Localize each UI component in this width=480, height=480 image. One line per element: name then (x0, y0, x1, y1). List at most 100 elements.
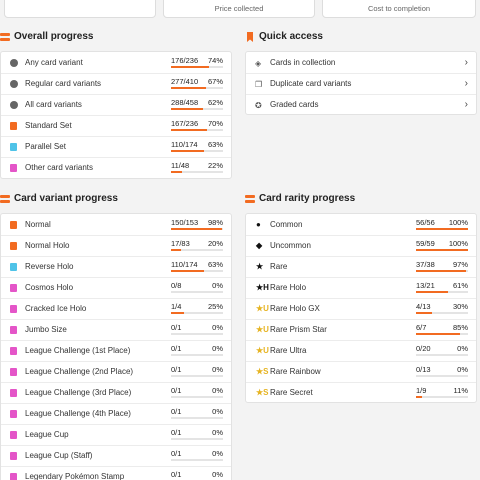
row-percent: 63% (207, 139, 223, 149)
row-divider (1, 94, 231, 95)
progress-row[interactable]: League Cup (Staff) 0/1 0% (1, 445, 231, 466)
progress-row[interactable]: Any card variant 176/236 74% (1, 52, 231, 73)
card-icon (10, 388, 17, 397)
progress-row[interactable]: Parallel Set 110/174 63% (1, 136, 231, 157)
progress-row[interactable]: All card variants 288/458 62% (1, 94, 231, 115)
row-percent: 0% (212, 364, 223, 374)
row-percent: 63% (207, 259, 223, 269)
progress-row[interactable]: Legendary Pokémon Stamp 0/1 0% (1, 466, 231, 480)
progress-row[interactable]: Normal 150/153 98% (1, 214, 231, 235)
progress-row[interactable]: ★U Rare Prism Star 6/7 85% (246, 319, 476, 340)
row-count: 110/174 (171, 259, 198, 269)
progress-row[interactable]: ★U Rare Ultra 0/20 0% (246, 340, 476, 361)
price-collected-card: Price collected (163, 0, 315, 18)
quick-access-heading: Quick access (245, 31, 323, 42)
rarity-symbol-icon: ★S (256, 367, 269, 376)
progress-bar (171, 107, 223, 110)
circle-icon (10, 58, 18, 67)
quick-access-item[interactable]: ✪ Graded cards › (246, 94, 476, 115)
progress-row[interactable]: Cracked Ice Holo 1/4 25% (1, 298, 231, 319)
card-icon (10, 367, 17, 376)
row-label: Uncommon (270, 241, 311, 250)
quick-access-item[interactable]: ❐ Duplicate card variants › (246, 73, 476, 94)
progress-row[interactable]: ★ Rare 37/38 97% (246, 256, 476, 277)
progress-bar (171, 374, 223, 377)
progress-row[interactable]: ◆ Uncommon 59/59 100% (246, 235, 476, 256)
row-percent: 11% (453, 385, 468, 395)
row-divider (1, 445, 231, 446)
row-count: 56/56 (416, 217, 435, 227)
rarity-symbol-icon: ★S (256, 388, 269, 397)
progress-row[interactable]: League Challenge (2nd Place) 0/1 0% (1, 361, 231, 382)
row-divider (246, 256, 476, 257)
progress-bar (171, 416, 223, 419)
row-label: Normal (25, 220, 51, 229)
progress-row[interactable]: ★H Rare Holo 13/21 61% (246, 277, 476, 298)
row-label: Jumbo Size (25, 325, 67, 334)
row-count: 0/1 (171, 322, 182, 332)
card-icon (10, 262, 17, 271)
progress-row[interactable]: Standard Set 167/236 70% (1, 115, 231, 136)
row-count: 277/410 (171, 76, 199, 86)
progress-row[interactable]: Jumbo Size 0/1 0% (1, 319, 231, 340)
row-count: 59/59 (416, 238, 435, 248)
card-variant-progress-panel: Normal 150/153 98% Normal Holo 17/83 20% Rever… (0, 213, 232, 480)
progress-row[interactable]: Cosmos Holo 0/8 0% (1, 277, 231, 298)
progress-row[interactable]: Other card variants 11/48 22% (1, 157, 231, 178)
progress-bar (416, 395, 468, 398)
row-percent: 20% (207, 238, 223, 248)
quick-access-item[interactable]: ◈ Cards in collection › (246, 52, 476, 73)
row-count: 167/236 (171, 118, 199, 128)
progress-row[interactable]: ★U Rare Holo GX 4/13 30% (246, 298, 476, 319)
row-count: 0/1 (171, 448, 182, 458)
row-count: 17/83 (171, 238, 190, 248)
rarity-symbol-icon: ◆ (256, 241, 263, 250)
row-count: 0/20 (416, 343, 431, 353)
progress-fill (171, 311, 184, 314)
progress-row[interactable]: League Challenge (3rd Place) 0/1 0% (1, 382, 231, 403)
row-divider (1, 73, 231, 74)
row-label: All card variants (25, 100, 82, 109)
overall-progress-panel: Any card variant 176/236 74% Regular card v… (0, 51, 232, 179)
row-label: Other card variants (25, 163, 94, 172)
card-icon (10, 472, 17, 480)
progress-bar (171, 353, 223, 356)
row-count: 0/1 (171, 469, 182, 479)
progress-bar (171, 437, 223, 440)
row-label: Cracked Ice Holo (25, 304, 87, 313)
progress-row[interactable]: ★S Rare Secret 1/9 11% (246, 382, 476, 403)
row-percent: 0% (212, 469, 223, 479)
progress-bar (171, 269, 223, 272)
progress-row[interactable]: League Challenge (4th Place) 0/1 0% (1, 403, 231, 424)
progress-bar (171, 395, 223, 398)
progress-fill (171, 170, 183, 173)
card-rarity-progress-panel: ● Common 56/56 100% ◆ Uncommon 59/59 100% ★ Rare 3… (245, 213, 477, 403)
row-percent: 100% (448, 238, 468, 248)
progress-bar (171, 128, 223, 131)
progress-row[interactable]: ★S Rare Rainbow 0/13 0% (246, 361, 476, 382)
progress-row[interactable]: League Cup 0/1 0% (1, 424, 231, 445)
row-divider (246, 340, 476, 341)
progress-row[interactable]: Reverse Holo 110/174 63% (1, 256, 231, 277)
row-divider (1, 136, 231, 137)
progress-row[interactable]: Normal Holo 17/83 20% (1, 235, 231, 256)
row-label: Common (270, 220, 303, 229)
row-divider (246, 235, 476, 236)
card-variant-progress-heading: Card variant progress (0, 193, 118, 204)
row-divider (1, 424, 231, 425)
card-icon (10, 283, 17, 292)
progress-fill (416, 269, 467, 272)
progress-row[interactable]: League Challenge (1st Place) 0/1 0% (1, 340, 231, 361)
row-percent: 61% (452, 280, 468, 290)
card-icon (10, 325, 17, 334)
progress-row[interactable]: Regular card variants 277/410 67% (1, 73, 231, 94)
row-count: 13/21 (416, 280, 435, 290)
row-percent: 0% (212, 406, 223, 416)
row-divider (246, 94, 476, 95)
row-percent: 70% (207, 118, 223, 128)
progress-row[interactable]: ● Common 56/56 100% (246, 214, 476, 235)
quick-access-label: Duplicate card variants (270, 79, 352, 88)
row-percent: 0% (212, 385, 223, 395)
row-count: 11/48 (171, 160, 190, 170)
row-divider (1, 256, 231, 257)
